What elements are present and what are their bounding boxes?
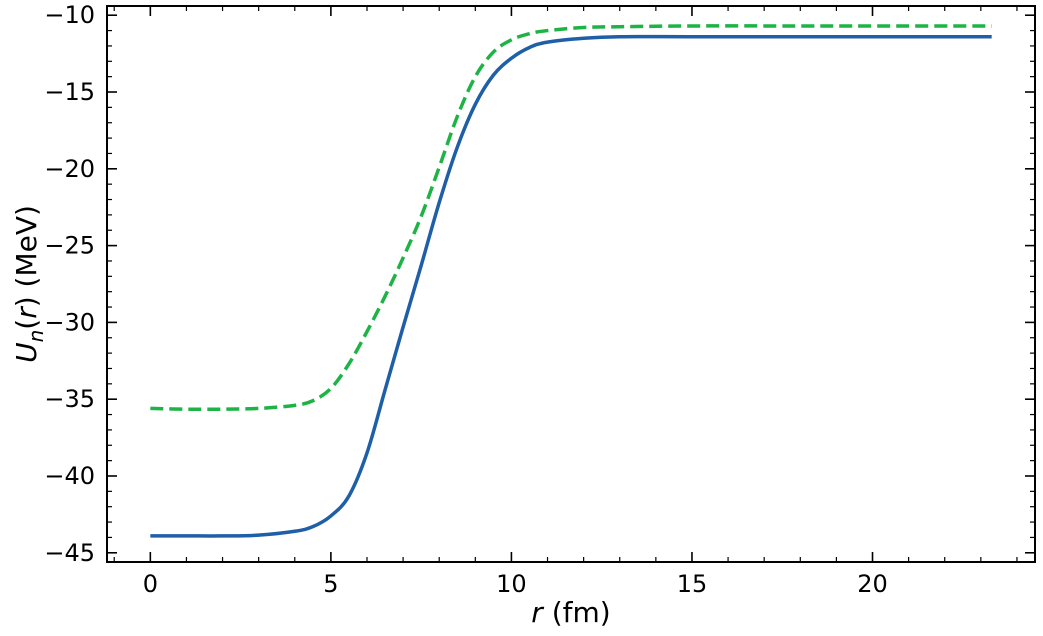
x-tick-label: 10 [496,570,527,598]
y-axis-label: Un(r) (MeV) [10,205,48,363]
y-tick-label: −35 [44,385,95,413]
y-tick-label: −30 [44,308,95,336]
x-axis-label: r (fm) [531,596,610,629]
plot-frame [106,5,1036,563]
y-tick-label: −45 [44,539,95,567]
y-tick-label: −20 [44,155,95,183]
series-line-solid [150,34,992,538]
x-tick-label: 5 [323,570,338,598]
y-tick-label: −25 [44,232,95,260]
series-line-dashed [150,24,992,412]
x-tick-label: 0 [143,570,158,598]
x-tick-label: 20 [857,570,888,598]
x-tick-label: 15 [677,570,708,598]
y-tick-label: −40 [44,462,95,490]
y-tick-label: −15 [44,78,95,106]
ticks-layer: 0 5 10 15 20 −45 −40 −35 −30 −25 −20 −15 −10 [44,1,1035,598]
y-tick-label: −10 [44,1,95,29]
series-layer [150,24,992,538]
